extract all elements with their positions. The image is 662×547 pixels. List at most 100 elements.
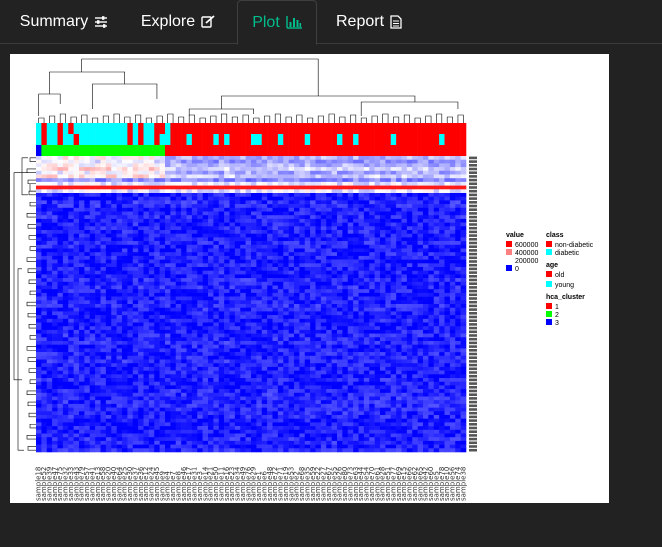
heatmap-cell: [148, 244, 155, 249]
heatmap-cell: [62, 237, 69, 242]
heatmap-cell: [229, 333, 236, 338]
heatmap-cell: [342, 252, 349, 257]
heatmap-cell: [310, 207, 316, 212]
heatmap-cell: [165, 304, 171, 308]
heatmap-cell: [191, 207, 198, 212]
heatmap-cell: [417, 218, 424, 223]
heatmap-cell: [208, 329, 214, 334]
heatmap-cell: [234, 278, 241, 283]
heatmap-cell: [105, 156, 112, 160]
heatmap-cell: [326, 174, 332, 179]
heatmap-cell: [181, 237, 187, 242]
tab-report[interactable]: Report: [325, 0, 413, 43]
heatmap-cell: [433, 326, 440, 331]
heatmap-cell: [401, 333, 408, 338]
heatmap-cell: [320, 363, 327, 368]
heatmap-cell: [331, 326, 338, 331]
tab-plot[interactable]: Plot: [237, 0, 317, 45]
heatmap-cell: [208, 322, 214, 327]
heatmap-cell: [380, 281, 386, 286]
heatmap-cell: [460, 304, 467, 308]
heatmap-cell: [68, 248, 74, 253]
heatmap-cell: [116, 378, 123, 382]
heatmap-cell: [73, 285, 80, 290]
heatmap-cell: [122, 156, 128, 160]
heatmap-cell: [165, 274, 171, 279]
heatmap-cell: [159, 211, 166, 216]
heatmap-cell: [240, 311, 246, 316]
heatmap-cell: [304, 237, 311, 242]
heatmap-cell: [89, 267, 96, 271]
heatmap-cell: [165, 352, 171, 357]
heatmap-cell: [170, 355, 177, 360]
heatmap-cell: [240, 218, 246, 223]
heatmap-cell: [154, 167, 160, 172]
heatmap-cell: [148, 211, 155, 216]
heatmap-cell: [202, 285, 209, 290]
heatmap-cell: [251, 226, 257, 231]
heatmap-cell: [444, 326, 451, 331]
heatmap-cell: [202, 322, 209, 327]
heatmap-cell: [143, 363, 150, 368]
heatmap-cell: [353, 230, 359, 234]
heatmap-cell: [111, 267, 117, 271]
heatmap-cell: [261, 196, 268, 201]
heatmap-cell: [277, 204, 284, 209]
tab-summary[interactable]: Summary: [12, 0, 116, 43]
heatmap-cell: [347, 193, 354, 197]
heatmap-cell: [148, 218, 155, 223]
heatmap-cell: [374, 196, 381, 201]
heatmap-cell: [288, 352, 295, 357]
heatmap-cell: [439, 241, 445, 246]
heatmap-cell: [261, 156, 268, 160]
heatmap-cell: [283, 255, 289, 260]
heatmap-cell: [460, 226, 467, 231]
heatmap-cell: [261, 218, 268, 223]
heatmap-cell: [460, 211, 467, 216]
heatmap-cell: [57, 337, 64, 342]
heatmap-cell: [433, 378, 440, 382]
heatmap-cell: [132, 200, 139, 205]
heatmap-cell: [127, 156, 134, 160]
heatmap-cell: [412, 185, 418, 190]
heatmap-cell: [213, 167, 220, 172]
heatmap-cell: [369, 352, 375, 357]
heatmap-cell: [251, 159, 257, 164]
heatmap-cell: [202, 304, 209, 308]
heatmap-cell: [433, 352, 440, 357]
heatmap-cell: [79, 222, 85, 227]
heatmap-cell: [240, 281, 246, 286]
heatmap-cell: [202, 355, 209, 360]
heatmap-cell: [79, 370, 85, 375]
heatmap-cell: [170, 337, 177, 342]
heatmap-cell: [347, 348, 354, 353]
heatmap-cell: [36, 156, 42, 160]
heatmap-cell: [138, 322, 144, 327]
heatmap-cell: [380, 259, 386, 264]
heatmap-cell: [433, 259, 440, 264]
heatmap-cell: [369, 281, 375, 286]
heatmap-cell: [143, 292, 150, 297]
heatmap-cell: [84, 352, 91, 357]
heatmap-cell: [218, 381, 225, 386]
heatmap-cell: [73, 263, 80, 268]
heatmap-cell: [267, 318, 273, 323]
heatmap-cell: [272, 270, 279, 275]
heatmap-cell: [181, 326, 187, 331]
heatmap-cell: [224, 270, 230, 275]
heatmap-cell: [310, 274, 316, 279]
heatmap-cell: [310, 178, 316, 183]
heatmap-cell: [288, 355, 295, 360]
heatmap-cell: [105, 200, 112, 205]
heatmap-cell: [68, 333, 74, 338]
tab-explore[interactable]: Explore: [130, 0, 226, 43]
heatmap-cell: [79, 248, 85, 253]
heatmap-cell: [79, 326, 85, 331]
heatmap-cell: [89, 359, 96, 364]
heatmap-cell: [256, 259, 263, 264]
heatmap-cell: [62, 381, 69, 386]
heatmap-cell: [347, 259, 354, 264]
heatmap-cell: [406, 252, 413, 257]
heatmap-cell: [62, 329, 69, 334]
heatmap-cell: [52, 174, 58, 179]
